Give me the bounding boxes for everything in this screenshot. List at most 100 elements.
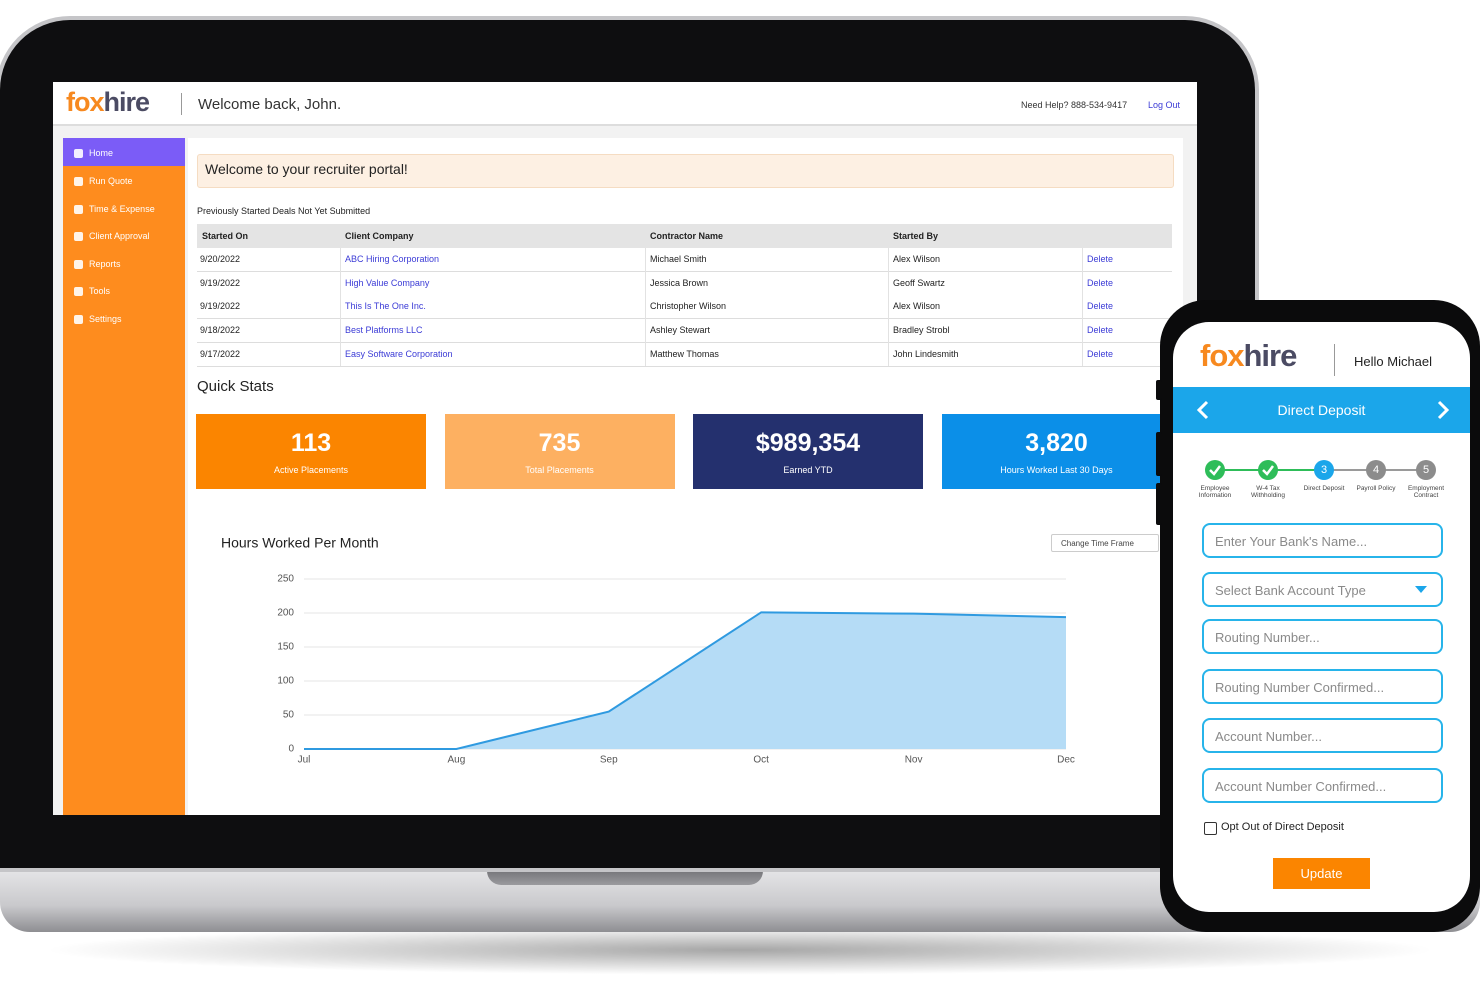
sidebar-icon bbox=[74, 149, 83, 158]
step-circle: 4 bbox=[1366, 460, 1386, 480]
logo: foxhire bbox=[1200, 338, 1297, 374]
sidebar-item[interactable]: Time & Expense bbox=[89, 204, 155, 214]
table-link[interactable]: High Value Company bbox=[345, 277, 430, 288]
logout-link[interactable]: Log Out bbox=[1148, 100, 1181, 110]
table-row bbox=[197, 319, 1172, 344]
table-link[interactable]: Delete bbox=[1087, 301, 1114, 312]
nav-arrow[interactable] bbox=[1436, 400, 1450, 420]
select-input[interactable]: Select Bank Account Type bbox=[1202, 572, 1443, 607]
laptop-notch bbox=[487, 866, 763, 885]
cell-border bbox=[645, 271, 646, 296]
logo-fox: fox bbox=[1200, 338, 1244, 373]
x-tick-label: Jul bbox=[298, 755, 311, 766]
sidebar-item[interactable]: Home bbox=[89, 148, 114, 158]
text-input[interactable]: Account Number Confirmed... bbox=[1202, 768, 1443, 803]
x-tick-label: Oct bbox=[753, 755, 769, 766]
chart: Hours Worked Per Month 0 50 100 150 200 250 Jul… bbox=[221, 535, 1075, 766]
cell-border bbox=[645, 342, 646, 367]
table-row bbox=[197, 271, 1172, 296]
table-link[interactable]: Delete bbox=[1087, 325, 1114, 336]
table-cell: Michael Smith bbox=[650, 254, 707, 264]
arrow-shape bbox=[1437, 400, 1450, 420]
table-caption: Previously Started Deals Not Yet Submitt… bbox=[197, 206, 371, 216]
chart-title: Hours Worked Per Month bbox=[221, 535, 379, 551]
stat-label: Active Placements bbox=[273, 465, 349, 475]
laptop-screen: foxhire Welcome back, John. Need Help? 888… bbox=[53, 82, 1197, 815]
checkbox[interactable] bbox=[1204, 822, 1217, 835]
text-input[interactable]: Routing Number Confirmed... bbox=[1202, 669, 1443, 704]
table-link[interactable]: Easy Software Corporation bbox=[345, 348, 453, 359]
stat-label: Hours Worked Last 30 Days bbox=[1000, 465, 1113, 475]
sidebar-item[interactable]: Settings bbox=[89, 314, 122, 324]
table-cell: 9/20/2022 bbox=[200, 254, 241, 264]
greeting: Hello Michael bbox=[1354, 354, 1433, 369]
update-button[interactable]: Update bbox=[1273, 858, 1370, 889]
phone-title: Direct Deposit bbox=[1277, 402, 1366, 418]
text-input[interactable]: Enter Your Bank's Name... bbox=[1202, 523, 1443, 558]
sidebar-active bbox=[63, 138, 185, 166]
cell-border bbox=[645, 319, 646, 343]
checkbox-label: Opt Out of Direct Deposit bbox=[1221, 821, 1344, 833]
area-line bbox=[304, 611, 1067, 750]
cell-border bbox=[1082, 342, 1083, 367]
table-cell: Matthew Thomas bbox=[650, 348, 719, 359]
x-tick-label: Nov bbox=[905, 755, 923, 766]
table-link[interactable]: Delete bbox=[1087, 348, 1114, 359]
input-placeholder: Routing Number... bbox=[1215, 630, 1320, 645]
cell-border bbox=[1082, 319, 1083, 343]
table-link[interactable]: Best Platforms LLC bbox=[345, 325, 423, 336]
sidebar-item[interactable]: Reports bbox=[89, 259, 121, 269]
section-title: Quick Stats bbox=[197, 378, 274, 395]
cell-border bbox=[340, 295, 341, 320]
welcome-text: Welcome back, John. bbox=[198, 96, 342, 113]
text-input[interactable]: Routing Number... bbox=[1202, 619, 1443, 654]
cell-border bbox=[340, 342, 341, 367]
cell-border bbox=[645, 248, 646, 272]
column-header: Started By bbox=[893, 231, 939, 241]
header-bar bbox=[53, 82, 1197, 126]
input-placeholder: Enter Your Bank's Name... bbox=[1215, 534, 1368, 549]
stat-label: Total Placements bbox=[525, 465, 594, 475]
table-link[interactable]: Delete bbox=[1087, 254, 1114, 264]
cell-border bbox=[340, 319, 341, 343]
cell-border bbox=[1082, 295, 1083, 320]
table-cell: 9/19/2022 bbox=[200, 277, 241, 288]
time-frame-select[interactable]: Change Time Frame bbox=[1051, 534, 1159, 552]
phone-button bbox=[1156, 432, 1162, 476]
table-link[interactable]: This Is The One Inc. bbox=[345, 301, 426, 312]
select-caret bbox=[1415, 586, 1427, 593]
text-input[interactable]: Account Number... bbox=[1202, 718, 1443, 753]
sidebar-item[interactable]: Tools bbox=[89, 286, 111, 296]
table-row bbox=[197, 248, 1172, 272]
table-link[interactable]: Delete bbox=[1087, 277, 1114, 288]
sidebar-item[interactable]: Client Approval bbox=[89, 231, 150, 241]
input-placeholder: Account Number... bbox=[1215, 729, 1322, 744]
table-cell: John Lindesmith bbox=[893, 348, 959, 359]
table-cell: Ashley Stewart bbox=[650, 325, 711, 336]
stat-card bbox=[444, 414, 675, 489]
banner bbox=[197, 154, 1174, 188]
check-icon bbox=[1209, 465, 1221, 476]
nav-arrow[interactable] bbox=[1196, 400, 1210, 420]
table-cell: Alex Wilson bbox=[893, 301, 941, 312]
stat-value: 113 bbox=[290, 429, 332, 457]
table-cell: Alex Wilson bbox=[893, 254, 941, 264]
step-circle bbox=[1205, 460, 1225, 480]
step-label: Payroll Policy bbox=[1356, 485, 1396, 492]
logo-fox: fox bbox=[66, 87, 104, 117]
sidebar-item[interactable]: Run Quote bbox=[89, 176, 133, 186]
area-fill bbox=[304, 612, 1066, 749]
cell-border bbox=[888, 295, 889, 320]
y-tick-label: 100 bbox=[277, 676, 294, 687]
step-circle bbox=[1258, 460, 1278, 480]
header-divider bbox=[181, 93, 182, 115]
column-header: Started On bbox=[202, 231, 249, 241]
sidebar-icon bbox=[74, 232, 83, 241]
cell-border bbox=[888, 271, 889, 296]
sidebar-icon bbox=[74, 315, 83, 324]
cell-border bbox=[888, 248, 889, 272]
logo-hire: hire bbox=[103, 87, 151, 117]
table-link[interactable]: ABC Hiring Corporation bbox=[345, 254, 440, 264]
sidebar bbox=[63, 138, 185, 815]
